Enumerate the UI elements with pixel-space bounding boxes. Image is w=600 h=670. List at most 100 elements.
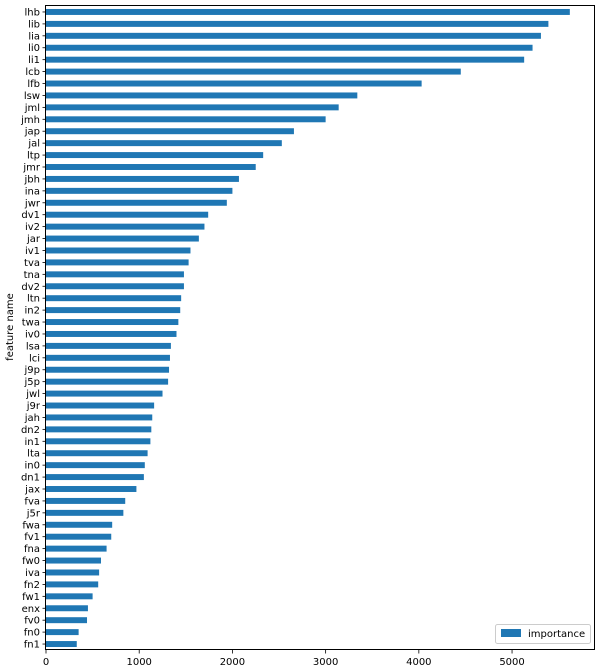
legend-label: importance	[528, 629, 585, 640]
bar-fn1	[46, 641, 77, 648]
bar-lsa	[46, 342, 171, 349]
y-tick-label: jal	[27, 139, 40, 150]
bar-jah	[46, 414, 153, 421]
y-tick-label: jwr	[24, 198, 41, 209]
x-tick-label: 3000	[313, 657, 338, 668]
y-tick-label: in1	[25, 437, 40, 448]
bar-fva	[46, 497, 126, 504]
y-tick-label: iv0	[25, 329, 40, 340]
bar-jwl	[46, 390, 163, 397]
x-tick-label: 2000	[220, 657, 245, 668]
bar-lhb	[46, 8, 570, 15]
y-tick-label: fwa	[22, 520, 40, 531]
y-tick-label: lia	[28, 31, 40, 42]
y-tick-label: fn2	[24, 580, 40, 591]
y-tick-label: tna	[24, 270, 40, 281]
bar-lta	[46, 450, 148, 457]
bar-j5p	[46, 378, 169, 385]
y-tick-label: in0	[25, 461, 40, 472]
bar-dn1	[46, 474, 144, 481]
x-ticks-group: 0 1000 2000 3000 4000 5000	[43, 650, 525, 668]
y-tick-label: fv0	[24, 616, 40, 627]
y-tick-label: enx	[22, 604, 40, 615]
y-tick-label: tva	[24, 258, 40, 269]
bar-in0	[46, 462, 145, 469]
bar-jwr	[46, 199, 227, 206]
bar-fv0	[46, 617, 88, 624]
y-tick-label: dn1	[21, 473, 40, 484]
bar-in2	[46, 307, 181, 314]
y-tick-label: fw0	[22, 556, 40, 567]
bar-fna	[46, 545, 107, 552]
bar-jax	[46, 486, 137, 492]
bar-lsw	[46, 92, 358, 99]
bar-fv1	[46, 533, 112, 540]
y-tick-label: lsa	[26, 341, 40, 352]
y-tick-label: lta	[27, 449, 40, 460]
y-tick-label: fna	[24, 544, 40, 555]
y-tick-label: lfb	[27, 79, 40, 90]
bar-li0	[46, 44, 533, 51]
y-tick-label: ltp	[27, 151, 40, 162]
bar-dn2	[46, 426, 152, 433]
bar-ina	[46, 187, 233, 194]
bar-lfb	[46, 80, 422, 87]
bar-fn0	[46, 629, 79, 636]
y-tick-label: in2	[25, 306, 40, 317]
bar-tva	[46, 259, 189, 266]
plot-frame	[45, 5, 595, 650]
bar-j9r	[46, 402, 155, 409]
y-tick-label: fw1	[22, 592, 40, 603]
bar-twa	[46, 319, 179, 326]
y-tick-label: dv2	[21, 282, 40, 293]
bar-li1	[46, 56, 525, 63]
y-tick-label: iva	[25, 568, 40, 579]
y-tick-label: j9r	[26, 401, 41, 412]
y-tick-label: ina	[25, 186, 40, 197]
bar-fn2	[46, 581, 99, 588]
bar-jbh	[46, 175, 239, 182]
y-tick-label: lsw	[24, 91, 40, 102]
bar-j5r	[46, 509, 124, 516]
y-tick-label: dv1	[21, 210, 40, 221]
y-tick-label: jmh	[20, 115, 40, 126]
bar-lci	[46, 354, 170, 361]
bars-group	[46, 8, 570, 648]
bar-fwa	[46, 521, 113, 528]
bar-iv1	[46, 247, 191, 254]
bar-fw1	[46, 593, 93, 600]
y-tick-label: fva	[24, 496, 40, 507]
y-tick-label: jmr	[22, 163, 41, 174]
bar-tna	[46, 271, 184, 278]
bar-jap	[46, 128, 294, 135]
y-tick-label: j5r	[26, 508, 41, 519]
x-tick-label: 5000	[499, 657, 524, 668]
y-tick-label: lib	[28, 19, 40, 30]
bar-lia	[46, 32, 541, 39]
bar-in1	[46, 438, 151, 445]
y-tick-label: lcb	[25, 67, 40, 78]
y-tick-label: fn1	[24, 640, 40, 651]
bar-iv2	[46, 223, 205, 230]
bar-j9p	[46, 366, 170, 373]
legend-swatch	[501, 629, 521, 637]
y-tick-label: iv2	[25, 222, 40, 233]
bar-jmh	[46, 116, 326, 123]
y-tick-label: jax	[24, 485, 40, 496]
bar-lib	[46, 20, 549, 27]
y-tick-label: j5p	[24, 377, 41, 388]
y-tick-label: jar	[26, 234, 41, 245]
bar-fw0	[46, 557, 101, 564]
bar-dv1	[46, 211, 209, 218]
bar-iv0	[46, 330, 177, 337]
bar-jal	[46, 140, 282, 147]
y-tick-label: twa	[22, 318, 40, 329]
y-tick-label: jbh	[24, 174, 40, 185]
y-tick-label: jap	[24, 127, 40, 138]
bar-lcb	[46, 68, 461, 75]
y-tick-label: li1	[28, 55, 40, 66]
bar-ltp	[46, 152, 264, 159]
y-tick-label: lhb	[25, 7, 40, 18]
bar-ltn	[46, 295, 182, 302]
bar-jmr	[46, 164, 256, 170]
